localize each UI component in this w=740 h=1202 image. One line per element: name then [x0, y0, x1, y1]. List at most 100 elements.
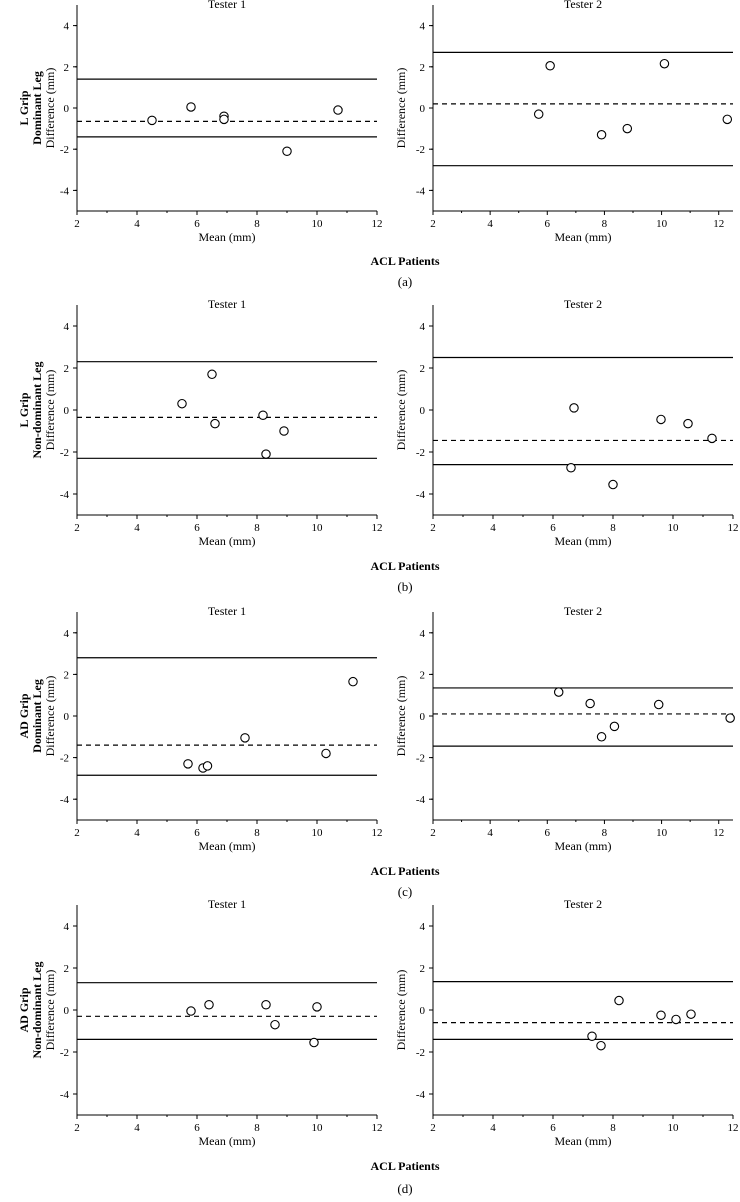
y-tick-label: -2: [416, 753, 425, 765]
y-tick-label: -4: [60, 794, 70, 806]
data-point: [186, 1006, 196, 1016]
y-axis-title: Difference (mm): [394, 370, 408, 451]
x-tick-label: 12: [713, 218, 724, 230]
x-tick-label: 10: [312, 218, 324, 230]
section-title-a: ACL Patients: [371, 254, 440, 268]
y-tick-label: -4: [60, 1089, 70, 1101]
x-tick-label: 8: [254, 1122, 260, 1134]
data-point: [656, 1010, 666, 1020]
chart-panel-d-tester-2: 2 4 6 8 10 12 4 2 0 -2 -4 Tester 2 Mean (mm) Differen…: [394, 897, 739, 1148]
x-tick-label: 2: [430, 1122, 436, 1134]
x-tick-label: 8: [254, 522, 260, 534]
y-axis-title: Difference (mm): [43, 68, 57, 149]
x-tick-label: 2: [74, 522, 80, 534]
x-tick-label: 2: [430, 218, 436, 230]
data-point: [569, 403, 579, 413]
x-tick-label: 10: [668, 1122, 680, 1134]
x-tick-label: 4: [487, 218, 493, 230]
data-point: [279, 426, 289, 436]
panel-title: Tester 1: [208, 297, 246, 311]
y-tick-label: -4: [60, 185, 70, 197]
y-tick-label: 0: [420, 711, 426, 723]
data-point: [204, 999, 214, 1010]
panel-title: Tester 1: [208, 0, 246, 11]
data-point: [210, 418, 220, 429]
chart-panel-c-tester-2: 2 4 6 8 10 12 4 2 0 -2 -4 Tester 2 Mean (mm) Differen…: [394, 604, 735, 853]
x-tick-label: 6: [550, 522, 556, 534]
data-point: [596, 130, 607, 140]
data-point: [533, 109, 544, 119]
panel-title: Tester 1: [208, 897, 246, 911]
data-point: [270, 1019, 280, 1030]
y-axis-title: Difference (mm): [43, 370, 57, 451]
x-tick-label: 2: [430, 522, 436, 534]
x-tick-label: 12: [372, 827, 383, 839]
data-point: [596, 1040, 606, 1051]
y-tick-label: 4: [420, 321, 426, 333]
x-axis-title: Mean (mm): [199, 230, 256, 244]
x-tick-label: 6: [545, 827, 551, 839]
data-point: [608, 479, 618, 490]
data-point: [309, 1037, 319, 1048]
data-point: [553, 687, 564, 697]
panel-letter-a: (a): [398, 274, 412, 289]
y-axis-title: Difference (mm): [394, 970, 408, 1051]
y-tick-label: -2: [60, 753, 69, 765]
data-point: [671, 1014, 681, 1025]
data-point: [545, 61, 555, 71]
y-tick-label: 0: [64, 103, 70, 115]
x-tick-label: 6: [545, 218, 551, 230]
data-point: [707, 433, 717, 444]
data-point: [587, 1031, 597, 1042]
y-group-label: AD Grip: [17, 693, 31, 738]
y-tick-label: 2: [420, 963, 426, 975]
y-tick-label: 4: [64, 321, 70, 333]
data-point: [261, 999, 271, 1010]
data-point: [147, 115, 157, 126]
panel-title: Tester 2: [564, 297, 602, 311]
x-axis-title: Mean (mm): [555, 839, 612, 853]
y-tick-label: 0: [64, 711, 70, 723]
y-group-label: L Grip: [17, 90, 31, 125]
y-tick-label: 0: [420, 103, 426, 115]
data-point: [186, 102, 196, 112]
x-tick-label: 12: [728, 522, 739, 534]
chart-panel-a-tester-1: 2 4 6 8 10 12 4 2 0 -2 -4 Tester 1 Mean (mm) L Grip Do…: [17, 0, 383, 244]
data-point: [566, 462, 576, 473]
x-tick-label: 8: [610, 1122, 616, 1134]
data-point: [258, 410, 268, 420]
panel-title: Tester 2: [564, 897, 602, 911]
data-point: [183, 759, 193, 769]
x-axis-title: Mean (mm): [199, 534, 256, 548]
panel-title: Tester 1: [208, 604, 246, 618]
y-tick-label: 4: [64, 21, 70, 33]
data-point: [219, 114, 229, 125]
panel-title: Tester 2: [564, 0, 602, 11]
data-point: [240, 733, 250, 743]
data-point: [312, 1002, 322, 1012]
chart-panel-b-tester-1: 2 4 6 8 10 12 4 2 0 -2 -4 Tester 1 Mean (mm) L Grip No…: [17, 297, 383, 548]
panel-letter-b: (b): [397, 579, 412, 594]
section-title-b: ACL Patients: [371, 559, 440, 573]
x-tick-label: 10: [312, 522, 324, 534]
x-tick-label: 8: [602, 827, 608, 839]
chart-panel-a-tester-2: 2 4 6 8 10 12 4 2 0 -2 -4 Tester 2 Mean (mm) Differen…: [394, 0, 733, 244]
panel-letter-d: (d): [397, 1181, 412, 1196]
x-tick-label: 2: [74, 1122, 80, 1134]
section-title-d: ACL Patients: [371, 1159, 440, 1173]
x-tick-label: 10: [656, 827, 668, 839]
y-tick-label: 2: [64, 669, 70, 681]
x-tick-label: 8: [254, 827, 260, 839]
y-tick-label: 0: [420, 1005, 426, 1017]
x-tick-label: 6: [194, 218, 200, 230]
y-tick-label: -4: [60, 489, 70, 501]
x-tick-label: 6: [194, 827, 200, 839]
y-tick-label: 4: [420, 628, 426, 640]
data-point: [177, 398, 187, 409]
x-tick-label: 12: [372, 1122, 383, 1134]
y-tick-label: -2: [60, 144, 69, 156]
data-point: [585, 698, 595, 709]
data-point: [321, 748, 331, 759]
